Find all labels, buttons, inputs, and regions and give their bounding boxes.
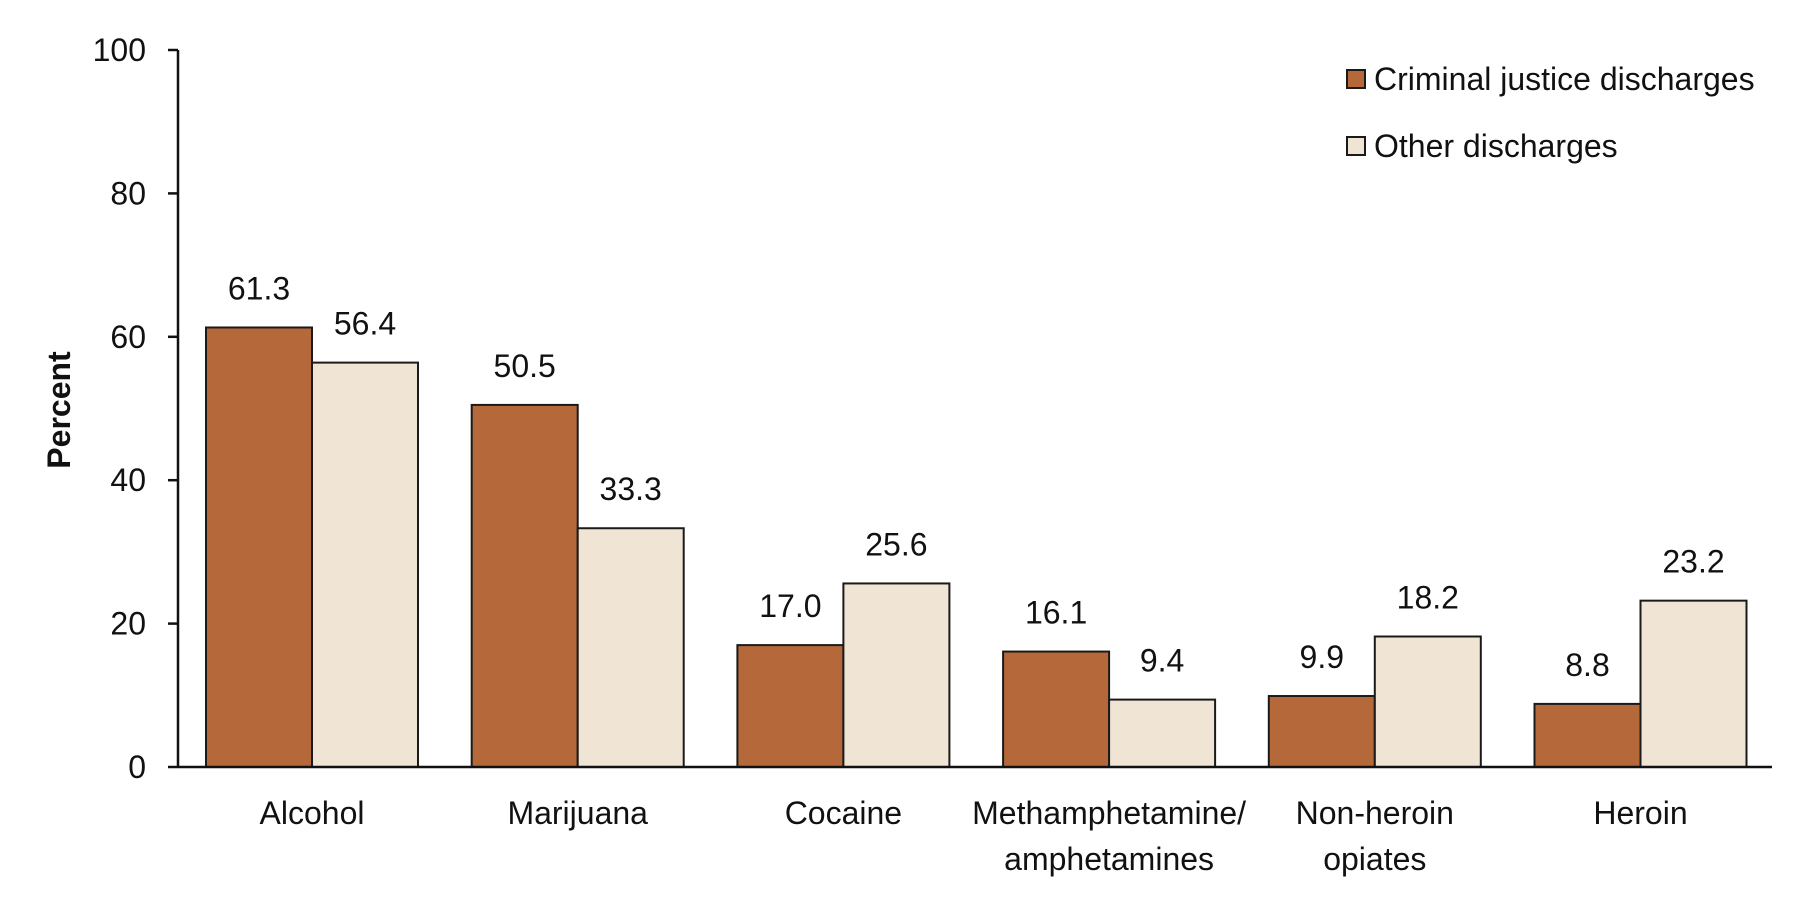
bars-layer [205,326,1748,769]
bar-series2-1 [311,361,419,768]
y-tick-label-0: 0 [128,749,146,785]
bar-series1-5 [1267,695,1376,769]
legend-label-2: Other discharges [1374,128,1618,164]
bar-series1-4 [1002,650,1111,768]
y-tick-label-100: 100 [93,32,146,68]
bar-series1-1 [205,326,313,768]
category-label-5-line1: Non-heroin [1296,795,1454,831]
bar-series2-3 [842,582,951,768]
category-label-3: Cocaine [785,795,902,831]
legend-swatch-2 [1346,136,1366,156]
category-label-5-line2: opiates [1323,841,1426,877]
data-label-series2-2: 33.3 [600,471,662,507]
data-label-series2-5: 18.2 [1397,580,1459,616]
data-label-series1-2: 50.5 [494,348,556,384]
legend: Criminal justice discharges Other dischar… [1346,61,1755,164]
y-tick-label-40: 40 [110,462,146,498]
category-label-4-line2: amphetamines [1004,841,1214,877]
data-label-series1-5: 9.9 [1300,639,1344,675]
data-label-series1-4: 16.1 [1025,595,1087,631]
data-label-series1-3: 17.0 [759,588,821,624]
data-label-series2-4: 9.4 [1140,643,1184,679]
data-label-series2-1: 56.4 [334,306,396,342]
legend-label-1: Criminal justice discharges [1374,61,1755,97]
bar-series2-2 [576,527,685,769]
data-label-series1-1: 61.3 [228,270,290,306]
labels-layer: 61.3 56.4 Alcohol 50.5 33.3 Marijuana 17.0 25.6… [228,270,1725,877]
data-label-series2-3: 25.6 [865,526,927,562]
y-axis-title: Percent [41,351,77,469]
category-label-6: Heroin [1593,795,1687,831]
y-tick-label-60: 60 [110,319,146,355]
bar-series1-3 [736,644,845,768]
bar-series2-5 [1373,635,1482,768]
bar-series1-6 [1533,702,1642,768]
category-label-1: Alcohol [260,795,365,831]
y-tick-label-80: 80 [110,175,146,211]
data-label-series1-6: 8.8 [1565,647,1609,683]
y-tick-label-20: 20 [110,606,146,642]
bar-series1-2 [470,403,579,768]
data-label-series2-6: 23.2 [1662,544,1724,580]
category-label-4-line1: Methamphetamine/ [972,795,1246,831]
bar-series2-4 [1108,698,1217,768]
category-label-2: Marijuana [507,795,648,831]
legend-swatch-1 [1346,69,1366,89]
axes-layer: 0 20 40 60 80 100 Percent [41,32,1772,785]
bar-series2-6 [1639,599,1748,768]
